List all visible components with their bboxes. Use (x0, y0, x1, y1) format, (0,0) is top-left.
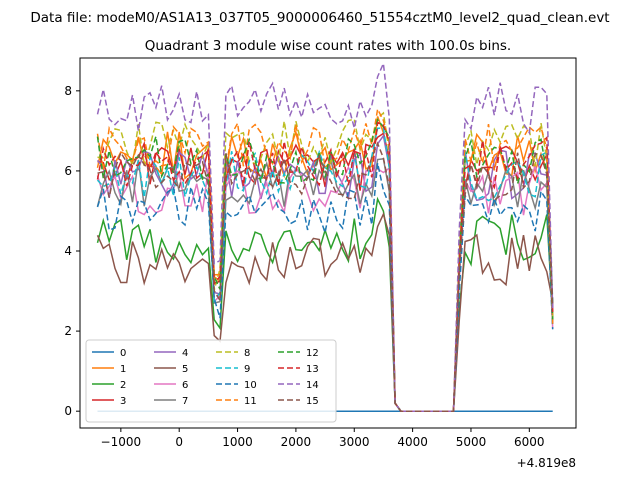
x-tick-label: 3000 (339, 435, 370, 449)
series-line-9 (96, 126, 554, 412)
legend-label: 9 (244, 364, 250, 375)
series-line-2 (96, 196, 554, 412)
series-line-10 (96, 162, 554, 412)
x-tick-label: 0 (175, 435, 183, 449)
series-line-13 (96, 121, 554, 412)
y-tick-label: 6 (64, 164, 72, 178)
legend-label: 15 (306, 396, 319, 407)
y-tick-label: 8 (64, 84, 72, 98)
legend-label: 6 (182, 380, 188, 391)
x-tick-label: 4000 (397, 435, 428, 449)
x-offset-label: +4.819e8 (517, 456, 576, 470)
legend-label: 13 (306, 364, 319, 375)
x-tick-label: 5000 (456, 435, 487, 449)
series-line-11 (96, 106, 554, 412)
y-tick-label: 4 (64, 244, 72, 258)
x-tick-label: 2000 (281, 435, 312, 449)
legend-label: 12 (306, 348, 319, 359)
series-line-5 (96, 212, 554, 412)
series-line-14 (96, 60, 554, 412)
x-tick-label: −1000 (101, 435, 142, 449)
chart-title: Quadrant 3 module wise count rates with … (145, 38, 511, 54)
legend-label: 5 (182, 364, 188, 375)
series-line-15 (97, 141, 554, 412)
legend-label: 14 (306, 380, 319, 391)
legend-label: 11 (244, 396, 257, 407)
y-tick-label: 2 (64, 324, 72, 338)
legend-box (85, 339, 337, 423)
legend-label: 1 (120, 364, 126, 375)
figure-suptitle: Data file: modeM0/AS1A13_037T05_90000064… (30, 10, 609, 26)
legend-label: 8 (244, 348, 250, 359)
axes-frame (79, 57, 577, 429)
legend-label: 4 (182, 348, 188, 359)
x-tick-label: 6000 (514, 435, 545, 449)
legend-label: 0 (120, 348, 126, 359)
x-tick-label: 1000 (222, 435, 253, 449)
x-axis: −1000 0 1000 2000 3000 4000 5000 6000 (101, 428, 545, 449)
series-line-7 (96, 156, 554, 412)
series-line-4 (96, 133, 554, 412)
series-line-8 (97, 111, 554, 412)
series-line-12 (96, 118, 554, 412)
legend-label: 7 (182, 396, 188, 407)
legend-label: 10 (244, 380, 257, 391)
y-axis: 0 2 4 6 8 (64, 84, 80, 418)
legend-label: 3 (120, 396, 126, 407)
plot-series (96, 60, 554, 412)
legend-label: 2 (120, 380, 126, 391)
y-tick-label: 0 (64, 404, 72, 418)
